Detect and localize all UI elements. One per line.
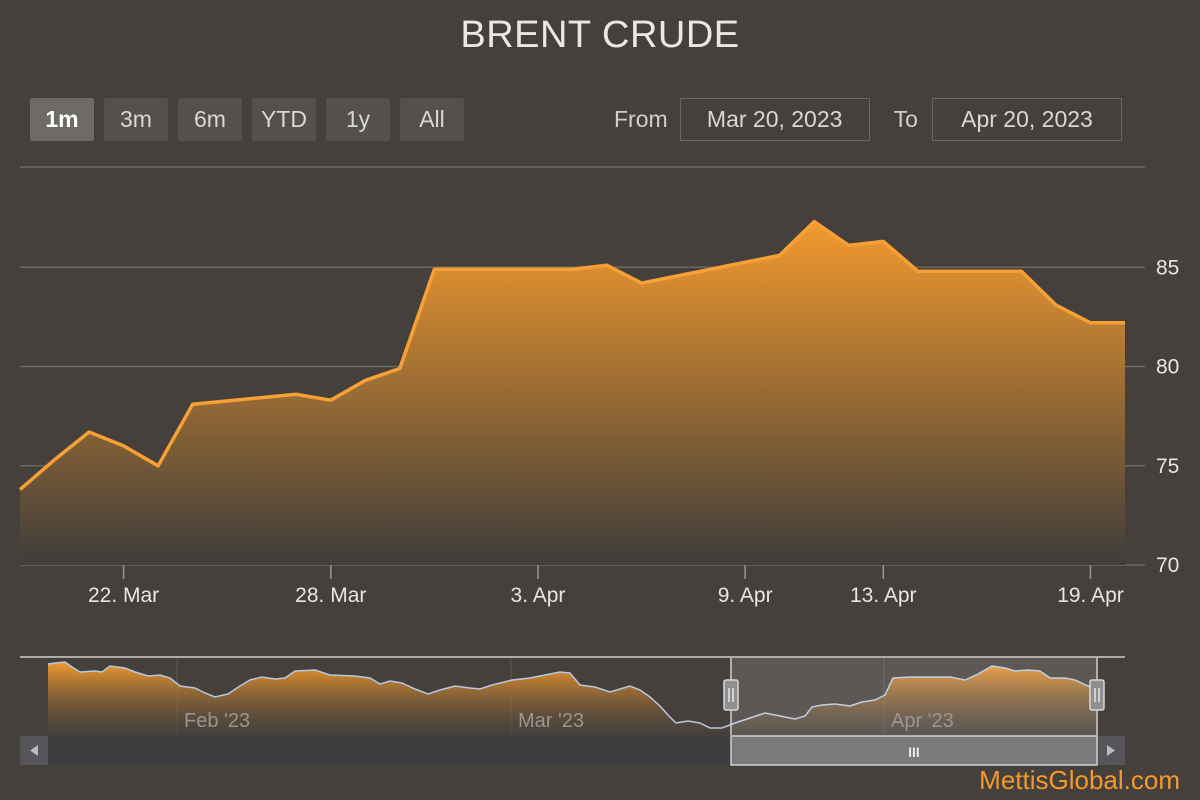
chevron-right-icon: [1107, 745, 1115, 756]
navigator-selection-mask: [731, 658, 1097, 736]
navigator-line: [47, 661, 1097, 729]
navigator[interactable]: Feb '23 Mar '23 Apr '23: [20, 656, 1125, 736]
navigator-left-handle[interactable]: [723, 679, 739, 711]
to-date-input[interactable]: Apr 20, 2023: [931, 98, 1122, 141]
y-tick-label: 75: [1156, 455, 1179, 478]
from-date-input[interactable]: Mar 20, 2023: [679, 98, 870, 141]
scrollbar[interactable]: III: [20, 735, 1125, 766]
scrollbar-grip-icon: III: [908, 744, 920, 760]
y-tick-label: 80: [1156, 356, 1179, 379]
x-tick-label: 22. Mar: [88, 584, 159, 607]
x-tick-label: 3. Apr: [511, 584, 566, 607]
range-button-1m[interactable]: 1m: [30, 98, 94, 141]
x-tick-label: 9. Apr: [718, 584, 773, 607]
range-selector: 1m 3m 6m YTD 1y All: [30, 98, 464, 141]
navigator-label-apr: Apr '23: [891, 710, 954, 732]
range-button-3m[interactable]: 3m: [104, 98, 168, 141]
range-button-all[interactable]: All: [400, 98, 464, 141]
x-axis: 22. Mar 28. Mar 3. Apr 9. Apr 13. Apr 19. Apr: [88, 565, 1124, 607]
range-button-ytd[interactable]: YTD: [252, 98, 316, 141]
from-label: From: [614, 106, 668, 132]
chart-title: BRENT CRUDE: [460, 14, 740, 56]
series-line: [18, 219, 1125, 491]
range-button-1y[interactable]: 1y: [326, 98, 390, 141]
scrollbar-thumb[interactable]: [730, 735, 1098, 766]
navigator-label-feb: Feb '23: [184, 710, 250, 732]
navigator-area: [48, 662, 1096, 735]
y-axis: 70 75 80 85: [1156, 256, 1179, 577]
series-area: [18, 219, 1126, 565]
chevron-left-icon: [30, 745, 38, 756]
range-button-6m[interactable]: 6m: [178, 98, 242, 141]
watermark-logo: MettisGlobal.com: [979, 765, 1180, 795]
y-tick-label: 85: [1156, 256, 1179, 279]
date-range-selector: From Mar 20, 2023 To Apr 20, 2023: [614, 98, 1122, 141]
x-tick-label: 13. Apr: [850, 584, 917, 607]
x-tick-label: 28. Mar: [295, 584, 366, 607]
navigator-right-handle[interactable]: [1089, 679, 1105, 711]
x-tick-label: 19. Apr: [1057, 584, 1124, 607]
y-tick-label: 70: [1156, 554, 1179, 577]
to-label: To: [893, 106, 918, 132]
series-area-fill: [20, 221, 1125, 565]
navigator-label-mar: Mar '23: [518, 710, 584, 732]
